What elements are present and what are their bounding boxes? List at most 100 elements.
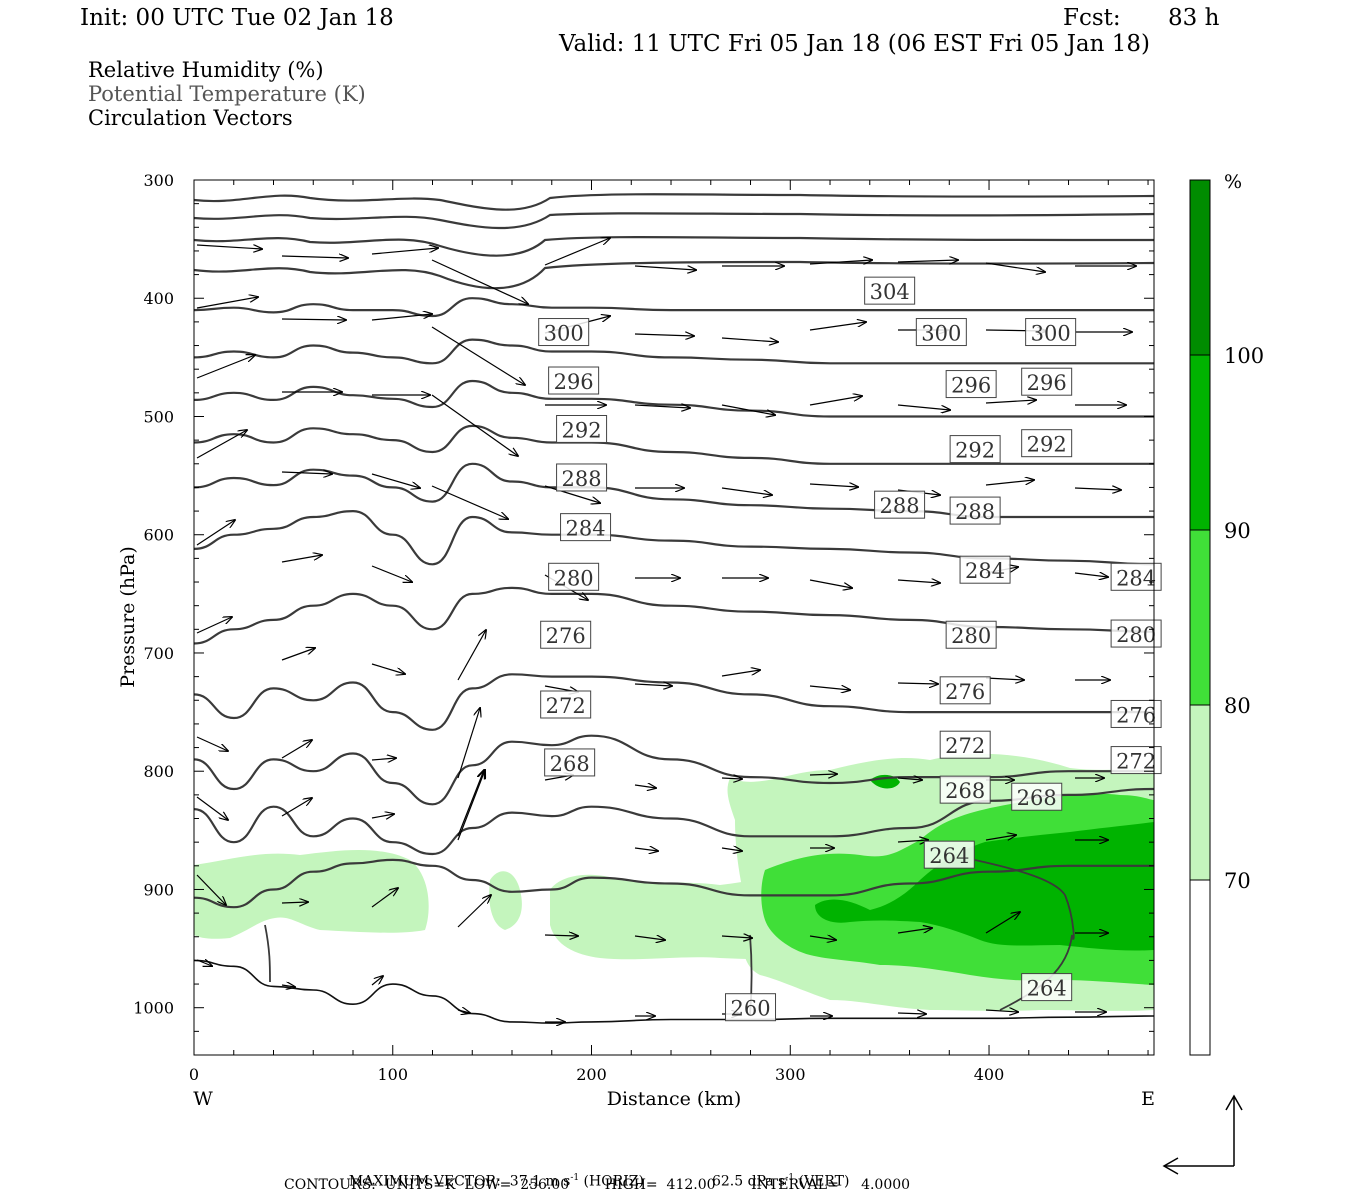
y-tick-label: 400 <box>143 289 174 308</box>
theta-contour-280 <box>194 586 1154 645</box>
circulation-vector <box>544 485 600 503</box>
circulation-vector <box>897 580 940 583</box>
circulation-vector <box>721 404 775 415</box>
circulation-vector <box>371 814 394 818</box>
contour-label-text: 300 <box>921 322 961 346</box>
y-tick-label: 800 <box>143 762 174 781</box>
contour-label-284: 284 <box>1110 562 1162 591</box>
upper-contour-1 <box>194 193 1154 211</box>
rh-90-region <box>815 822 1154 951</box>
circulation-vector <box>721 338 778 342</box>
x-tick-label: 300 <box>775 1065 806 1084</box>
contour-label-box <box>949 496 1001 525</box>
contour-label-272: 272 <box>1110 746 1162 775</box>
x-tick-label: 0 <box>189 1065 199 1084</box>
x-tick-label: 200 <box>576 1065 607 1084</box>
circulation-vector <box>196 960 212 966</box>
contour-label-text: 288 <box>562 467 602 491</box>
circulation-vector <box>281 902 308 903</box>
vert-label: (VERT) <box>794 1173 850 1190</box>
contour-label-264: 264 <box>923 840 975 869</box>
theta-contour-292 <box>194 424 1154 465</box>
circulation-vector <box>985 1010 1018 1012</box>
circulation-vector <box>371 663 405 674</box>
circulation-vector <box>985 262 1045 272</box>
contour-label-box <box>1025 318 1077 347</box>
colorbar-label: 80 <box>1224 694 1251 718</box>
contour-label-box <box>1110 619 1162 648</box>
y-tick-label: 700 <box>143 644 174 663</box>
contour-label-text: 272 <box>1116 750 1156 774</box>
contour-label-288: 288 <box>556 463 608 492</box>
circulation-vector <box>721 487 772 495</box>
circulation-vector <box>196 874 226 905</box>
circulation-vector <box>196 520 235 546</box>
circulation-vector <box>897 778 922 780</box>
contour-label-box <box>1110 699 1162 728</box>
rh-70-region-west <box>194 850 429 939</box>
contour-label-box <box>959 555 1011 584</box>
contour-label-280: 280 <box>945 620 997 649</box>
contour-label-260: 260 <box>725 993 777 1022</box>
x-tick-label: 100 <box>377 1065 408 1084</box>
circulation-vector <box>544 238 610 266</box>
contour-label-box <box>548 562 600 591</box>
circulation-vector <box>897 840 928 842</box>
upper-contour-3 <box>194 236 1154 257</box>
contour-label-text: 288 <box>880 494 920 518</box>
circulation-vector <box>431 485 508 519</box>
theta-contours <box>194 297 1154 1024</box>
circulation-vector <box>634 684 672 686</box>
circulation-vector <box>985 400 1036 403</box>
circulation-vector <box>634 936 665 940</box>
contour-label-text: 268 <box>1017 786 1057 810</box>
contour-label-box <box>556 414 608 443</box>
circulation-vector <box>196 355 255 379</box>
colorbar-label: 70 <box>1224 869 1251 893</box>
contour-label-300: 300 <box>538 318 590 347</box>
contour-label-296: 296 <box>1021 367 1073 396</box>
legend-theta: Potential Temperature (K) <box>88 82 366 106</box>
circulation-vector <box>196 430 247 459</box>
contour-label-272: 272 <box>540 690 592 719</box>
circulation-vector <box>281 798 312 817</box>
contour-info-line: CONTOURS: UNITS=K LOW= 256.00 HIGH= 412.… <box>284 1177 911 1193</box>
circulation-vector <box>196 617 232 634</box>
circulation-vector <box>457 770 485 841</box>
theta-contour-segment-2 <box>974 859 1066 896</box>
contour-label-280: 280 <box>548 562 600 591</box>
contour-label-box <box>923 840 975 869</box>
contour-label-text: 296 <box>554 370 594 394</box>
contour-label-text: 296 <box>1027 371 1067 395</box>
y-tick-label: 1000 <box>133 999 174 1018</box>
contour-label-box <box>874 490 926 519</box>
contour-label-text: 264 <box>1027 977 1067 1001</box>
circulation-vector <box>371 314 432 321</box>
contour-label-268: 268 <box>544 748 596 777</box>
y-tick-label: 600 <box>143 526 174 545</box>
contour-label-box <box>1011 782 1063 811</box>
circulation-vector <box>431 394 518 456</box>
contour-label-288: 288 <box>874 490 926 519</box>
circulation-vector <box>985 480 1034 486</box>
circulation-vector <box>371 888 398 908</box>
contour-label-text: 300 <box>544 322 584 346</box>
contour-label-288: 288 <box>949 496 1001 525</box>
forecast-label: Fcst: <box>1063 5 1121 31</box>
circulation-vector <box>809 396 862 406</box>
circulation-vector <box>634 334 694 336</box>
circulation-vector <box>985 912 1020 934</box>
y-tick-label: 900 <box>143 880 174 899</box>
reference-vector <box>1162 1094 1243 1175</box>
vert-unit-exponent: -1 <box>785 1173 795 1183</box>
circulation-vector <box>281 555 322 563</box>
contour-label-box <box>1021 429 1073 458</box>
contour-label-text: 280 <box>1116 623 1156 647</box>
max-vector-horiz: MAXIMUM VECTOR: 37.1 m s <box>348 1173 571 1190</box>
circulation-vectors <box>196 238 1136 1022</box>
circulation-vector <box>809 322 866 331</box>
axes: 0 100 200 300 400 300 400 500 600 700 800 900 1000 <box>133 171 1154 1084</box>
contour-label-304: 304 <box>864 276 916 305</box>
colorbar-segment <box>1189 879 1211 1056</box>
circulation-vector <box>196 796 228 820</box>
